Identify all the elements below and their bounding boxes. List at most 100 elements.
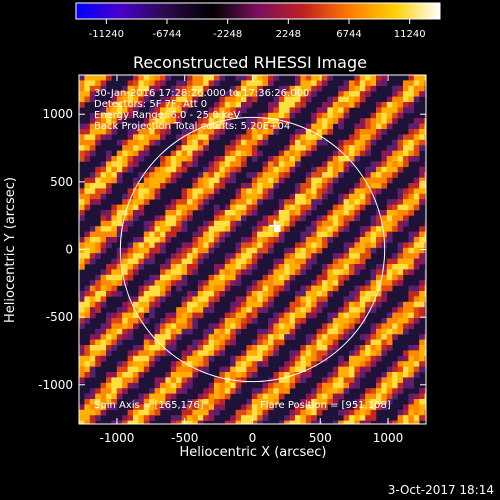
image-pixel xyxy=(392,199,398,205)
image-pixel xyxy=(187,91,193,97)
image-pixel xyxy=(100,393,107,400)
image-pixel xyxy=(133,134,139,141)
image-pixel xyxy=(311,301,317,308)
image-pixel xyxy=(95,193,101,200)
colorbar-tick-label: -11240 xyxy=(89,29,124,40)
image-pixel xyxy=(322,242,328,249)
image-pixel xyxy=(284,210,290,216)
image-pixel xyxy=(116,215,123,222)
image-pixel xyxy=(311,307,317,313)
image-pixel xyxy=(386,118,393,124)
image-pixel xyxy=(365,177,371,184)
image-pixel xyxy=(95,409,101,416)
x-axis-label: Heliocentric X (arcsec) xyxy=(180,445,327,460)
image-pixel xyxy=(408,258,415,265)
image-pixel xyxy=(133,296,139,303)
image-pixel xyxy=(354,129,361,135)
image-pixel xyxy=(295,188,301,195)
image-pixel xyxy=(138,134,145,141)
image-pixel xyxy=(116,161,123,168)
image-pixel xyxy=(251,291,258,297)
image-pixel xyxy=(419,366,425,373)
image-pixel xyxy=(338,226,344,232)
image-pixel xyxy=(413,307,420,313)
image-pixel xyxy=(95,242,101,249)
image-pixel xyxy=(203,366,209,373)
image-pixel xyxy=(403,188,409,195)
image-pixel xyxy=(106,112,112,119)
image-pixel xyxy=(370,274,377,281)
image-pixel xyxy=(289,318,296,324)
image-pixel xyxy=(408,247,415,254)
image-pixel xyxy=(327,318,334,324)
image-pixel xyxy=(343,204,350,211)
image-pixel xyxy=(419,199,425,205)
image-pixel xyxy=(160,96,166,103)
image-pixel xyxy=(197,366,204,373)
image-pixel xyxy=(257,285,263,292)
image-pixel xyxy=(386,372,393,378)
image-pixel xyxy=(408,415,415,421)
image-pixel xyxy=(392,258,398,265)
image-pixel xyxy=(106,215,112,222)
image-pixel xyxy=(154,285,161,292)
image-pixel xyxy=(278,166,285,173)
image-pixel xyxy=(192,161,199,168)
image-pixel xyxy=(165,377,172,384)
image-pixel xyxy=(116,107,123,114)
image-pixel xyxy=(300,399,307,405)
image-pixel xyxy=(246,420,253,424)
image-pixel xyxy=(332,372,339,378)
image-pixel xyxy=(133,361,139,367)
image-pixel xyxy=(343,258,350,265)
image-pixel xyxy=(230,220,236,227)
image-pixel xyxy=(235,280,242,286)
image-pixel xyxy=(133,150,139,157)
image-pixel xyxy=(403,210,409,216)
image-pixel xyxy=(295,291,301,297)
image-pixel xyxy=(176,361,182,367)
image-pixel xyxy=(235,415,242,421)
image-pixel xyxy=(403,150,409,157)
image-pixel xyxy=(424,388,426,394)
image-pixel xyxy=(257,420,263,424)
image-pixel xyxy=(89,123,96,130)
image-pixel xyxy=(359,150,366,157)
image-pixel xyxy=(354,193,361,200)
image-pixel xyxy=(370,307,377,313)
image-pixel xyxy=(149,247,155,254)
image-pixel xyxy=(316,404,323,411)
image-pixel xyxy=(403,269,409,276)
image-pixel xyxy=(165,350,172,357)
image-pixel xyxy=(343,156,350,162)
image-pixel xyxy=(203,301,209,308)
image-pixel xyxy=(408,366,415,373)
image-pixel xyxy=(95,247,101,254)
image-pixel xyxy=(246,269,253,276)
image-pixel xyxy=(295,307,301,313)
y-tick-label: 0 xyxy=(65,243,73,257)
image-pixel xyxy=(262,399,269,405)
image-pixel xyxy=(235,210,242,216)
image-pixel xyxy=(208,291,215,297)
image-pixel xyxy=(127,318,134,324)
image-pixel xyxy=(343,102,350,108)
image-pixel xyxy=(376,382,382,389)
image-pixel xyxy=(106,323,112,330)
image-pixel xyxy=(230,166,236,173)
image-pixel xyxy=(165,393,172,400)
image-pixel xyxy=(251,118,258,124)
image-pixel xyxy=(322,280,328,286)
image-pixel xyxy=(311,339,317,346)
image-pixel xyxy=(327,107,334,114)
image-pixel xyxy=(413,75,420,81)
image-pixel xyxy=(84,75,91,81)
image-pixel xyxy=(89,393,96,400)
image-pixel xyxy=(295,134,301,141)
image-pixel xyxy=(143,280,150,286)
image-pixel xyxy=(197,139,204,146)
image-pixel xyxy=(84,156,91,162)
image-pixel xyxy=(154,339,161,346)
image-pixel xyxy=(192,80,199,87)
image-pixel xyxy=(354,361,361,367)
